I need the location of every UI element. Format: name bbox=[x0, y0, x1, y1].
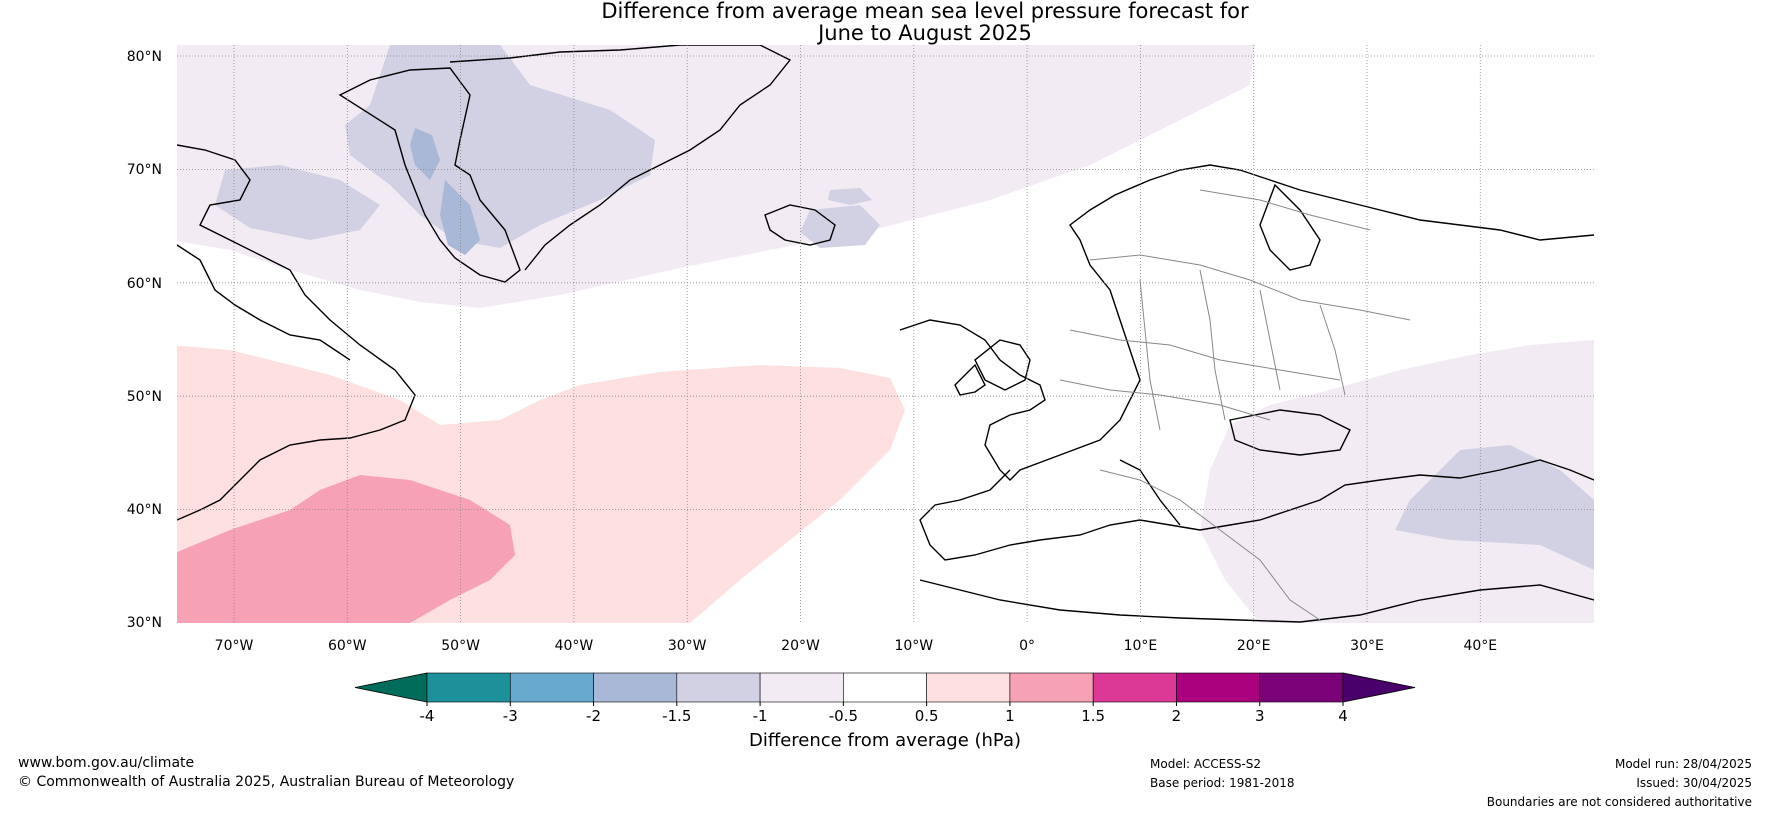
legend-swatch bbox=[1092, 672, 1177, 703]
lon-label: 10°E bbox=[1124, 638, 1158, 654]
map-title-line-1: Difference from average mean sea level p… bbox=[601, 0, 1249, 23]
anomaly-region-iceland-2 bbox=[828, 188, 872, 205]
lat-label: 30°N bbox=[127, 615, 162, 631]
legend-tick-label: -0.5 bbox=[829, 707, 858, 725]
map-title-line-2: June to August 2025 bbox=[818, 21, 1032, 45]
legend-swatch bbox=[1176, 672, 1261, 703]
legend-swatch bbox=[426, 672, 511, 703]
anomaly-region-greenland-north bbox=[410, 128, 440, 180]
legend-tick-label: 1.5 bbox=[1081, 707, 1105, 725]
legend-swatch bbox=[1259, 672, 1344, 703]
lon-label: 30°W bbox=[668, 638, 707, 654]
coastlines bbox=[177, 45, 1594, 623]
legend-swatch bbox=[593, 672, 678, 703]
lon-label: 30°E bbox=[1350, 638, 1384, 654]
map-area bbox=[177, 45, 1594, 623]
footer-website[interactable]: www.bom.gov.au/climate bbox=[18, 755, 195, 771]
lat-label: 70°N bbox=[127, 162, 162, 178]
legend-tick-label: 0.5 bbox=[915, 707, 939, 725]
legend-tick-label: -1 bbox=[753, 707, 768, 725]
anomaly-region-positive-medium bbox=[177, 475, 515, 623]
legend-swatch bbox=[926, 672, 1011, 703]
lon-label: 20°W bbox=[781, 638, 820, 654]
legend-tick-label: -4 bbox=[420, 707, 435, 725]
latitude-labels: 80°N 70°N 60°N 50°N 40°N 30°N bbox=[127, 49, 162, 631]
footer-base-period: Base period: 1981-2018 bbox=[1150, 776, 1295, 790]
anomaly-region-greenland bbox=[345, 45, 655, 248]
lat-label: 50°N bbox=[127, 389, 162, 405]
legend-swatch bbox=[1009, 672, 1094, 703]
legend-extend-high bbox=[1342, 672, 1416, 703]
legend-label: Difference from average (hPa) bbox=[749, 730, 1021, 751]
anomaly-region-baffin bbox=[215, 165, 380, 240]
legend-swatch bbox=[676, 672, 761, 703]
legend-tick-label: 3 bbox=[1255, 707, 1265, 725]
lat-label: 80°N bbox=[127, 49, 162, 65]
legend-tick-label: 4 bbox=[1338, 707, 1348, 725]
lon-label: 50°W bbox=[441, 638, 480, 654]
lon-label: 40°W bbox=[555, 638, 594, 654]
lat-label: 40°N bbox=[127, 502, 162, 518]
lon-label: 0° bbox=[1019, 638, 1035, 654]
footer-disclaimer: Boundaries are not considered authoritat… bbox=[1486, 795, 1752, 809]
lon-label: 70°W bbox=[215, 638, 254, 654]
legend-tick-label: -2 bbox=[586, 707, 601, 725]
legend-tick-label: -3 bbox=[503, 707, 518, 725]
legend-tick-label: -1.5 bbox=[662, 707, 691, 725]
lon-label: 10°W bbox=[894, 638, 933, 654]
footer-copyright: © Commonwealth of Australia 2025, Austra… bbox=[18, 774, 515, 790]
lat-label: 60°N bbox=[127, 276, 162, 292]
footer-model: Model: ACCESS-S2 bbox=[1150, 757, 1262, 771]
longitude-labels: 70°W 60°W 50°W 40°W 30°W 20°W 10°W 0° 10… bbox=[215, 638, 1497, 654]
legend-swatch bbox=[843, 672, 927, 703]
footer-issued: Issued: 30/04/2025 bbox=[1636, 776, 1752, 790]
footer-model-run: Model run: 28/04/2025 bbox=[1614, 757, 1752, 771]
legend-colorbar bbox=[354, 672, 1416, 703]
graticule bbox=[177, 45, 1594, 623]
legend-tick-label: 2 bbox=[1172, 707, 1182, 725]
legend-tick-labels: -4 -3 -2 -1.5 -1 -0.5 0.5 1 1.5 2 3 4 bbox=[420, 702, 1348, 725]
anomaly-region-east bbox=[1200, 340, 1594, 623]
legend-swatch bbox=[509, 672, 594, 703]
legend-extend-low bbox=[354, 672, 428, 703]
lon-label: 40°E bbox=[1463, 638, 1497, 654]
lon-label: 20°E bbox=[1237, 638, 1271, 654]
anomaly-region-greenland-inner bbox=[440, 180, 480, 255]
lon-label: 60°W bbox=[328, 638, 367, 654]
legend-tick-label: 1 bbox=[1005, 707, 1015, 725]
legend-swatch bbox=[759, 672, 844, 703]
anomaly-region-iceland bbox=[800, 205, 880, 248]
